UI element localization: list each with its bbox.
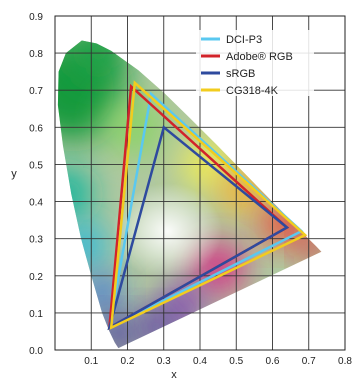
gamut-triangle-srgb: [107, 125, 290, 331]
x-tick-label: 0.1: [84, 356, 98, 367]
x-tick-label: 0.3: [157, 356, 171, 367]
y-tick-label: 0.2: [29, 272, 43, 283]
y-tick-label: 0.7: [29, 86, 43, 97]
legend-label: CG318-4K: [226, 85, 279, 97]
x-axis-title: x: [171, 369, 177, 380]
y-tick-label: 0.5: [29, 160, 43, 171]
gamut-triangle-cg318-4k: [109, 80, 308, 330]
white-point-glow: [112, 183, 223, 280]
legend-label: Adobe® RGB: [226, 51, 293, 63]
legend-background: [196, 30, 314, 96]
legend: DCI-P3 Adobe® RGB sRGB CG318-4K: [196, 30, 314, 97]
gamut-triangles: [107, 80, 308, 331]
y-tick-label: 0.0: [29, 346, 43, 357]
y-tick-label: 0.9: [29, 12, 43, 23]
x-tick-label: 0.5: [229, 356, 243, 367]
gamut-triangle-dci-p3: [107, 91, 304, 330]
x-tick-label: 0.4: [193, 356, 207, 367]
y-tick-label: 0.8: [29, 49, 43, 60]
legend-label: DCI-P3: [226, 34, 262, 46]
x-tick-label: 0.8: [338, 356, 352, 367]
y-axis-title: y: [11, 168, 17, 180]
y-tick-label: 0.1: [29, 309, 43, 320]
legend-label: sRGB: [226, 68, 255, 80]
y-tick-label: 0.3: [29, 235, 43, 246]
plot-frame: [54, 15, 346, 351]
x-tick-label: 0.2: [121, 356, 135, 367]
x-tick-label: 0.6: [266, 356, 280, 367]
y-tick-label: 0.6: [29, 123, 43, 134]
color-region: [57, 166, 94, 223]
color-region: [60, 222, 108, 271]
axes: 0.0 0.1 0.2 0.3 0.4 0.5 0.6 0.7 0.8 0.9 0.1 0.2 0.3 0…: [11, 12, 352, 380]
y-tick-label: 0.4: [29, 198, 43, 209]
x-tick-label: 0.7: [302, 356, 316, 367]
color-region: [96, 315, 137, 349]
